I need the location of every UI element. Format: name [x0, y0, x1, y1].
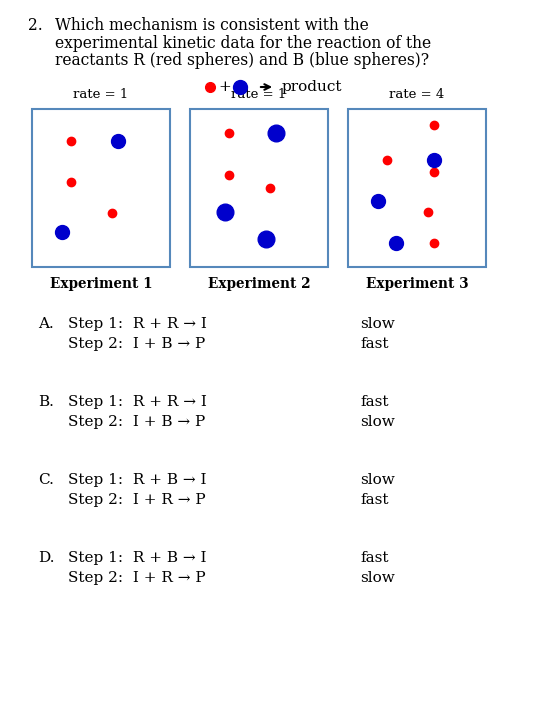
Text: slow: slow	[360, 571, 395, 585]
Text: Step 1:  R + B → I: Step 1: R + B → I	[68, 551, 206, 565]
Text: Step 2:  I + B → P: Step 2: I + B → P	[68, 337, 205, 351]
Text: C.: C.	[38, 473, 54, 487]
Text: fast: fast	[360, 337, 389, 351]
Text: rate = 1: rate = 1	[73, 88, 129, 101]
Text: fast: fast	[360, 395, 389, 409]
Text: fast: fast	[360, 551, 389, 565]
Text: Experiment 3: Experiment 3	[365, 277, 468, 291]
Bar	[190, 109, 328, 267]
Text: Which mechanism is consistent with the: Which mechanism is consistent with the	[55, 17, 369, 34]
Text: reactants R (red spheres) and B (blue spheres)?: reactants R (red spheres) and B (blue sp…	[55, 52, 429, 69]
Text: product: product	[282, 80, 342, 94]
Text: Step 2:  I + R → P: Step 2: I + R → P	[68, 493, 206, 507]
Bar	[32, 109, 170, 267]
Text: +: +	[219, 80, 231, 94]
Text: slow: slow	[360, 473, 395, 487]
Text: experimental kinetic data for the reaction of the: experimental kinetic data for the reacti…	[55, 35, 431, 51]
Text: Step 2:  I + R → P: Step 2: I + R → P	[68, 571, 206, 585]
Text: Step 1:  R + R → I: Step 1: R + R → I	[68, 317, 207, 331]
Text: rate = 4: rate = 4	[389, 88, 444, 101]
Bar	[348, 109, 486, 267]
Text: 2.: 2.	[28, 17, 43, 34]
Text: B.: B.	[38, 395, 54, 409]
Text: Experiment 1: Experiment 1	[50, 277, 152, 291]
Text: Experiment 2: Experiment 2	[208, 277, 310, 291]
Text: Step 1:  R + B → I: Step 1: R + B → I	[68, 473, 206, 487]
Text: slow: slow	[360, 317, 395, 331]
Text: rate = 1: rate = 1	[231, 88, 286, 101]
Text: Step 1:  R + R → I: Step 1: R + R → I	[68, 395, 207, 409]
Text: Step 2:  I + B → P: Step 2: I + B → P	[68, 415, 205, 429]
Text: fast: fast	[360, 493, 389, 507]
Text: A.: A.	[38, 317, 54, 331]
Text: D.: D.	[38, 551, 55, 565]
Text: slow: slow	[360, 415, 395, 429]
